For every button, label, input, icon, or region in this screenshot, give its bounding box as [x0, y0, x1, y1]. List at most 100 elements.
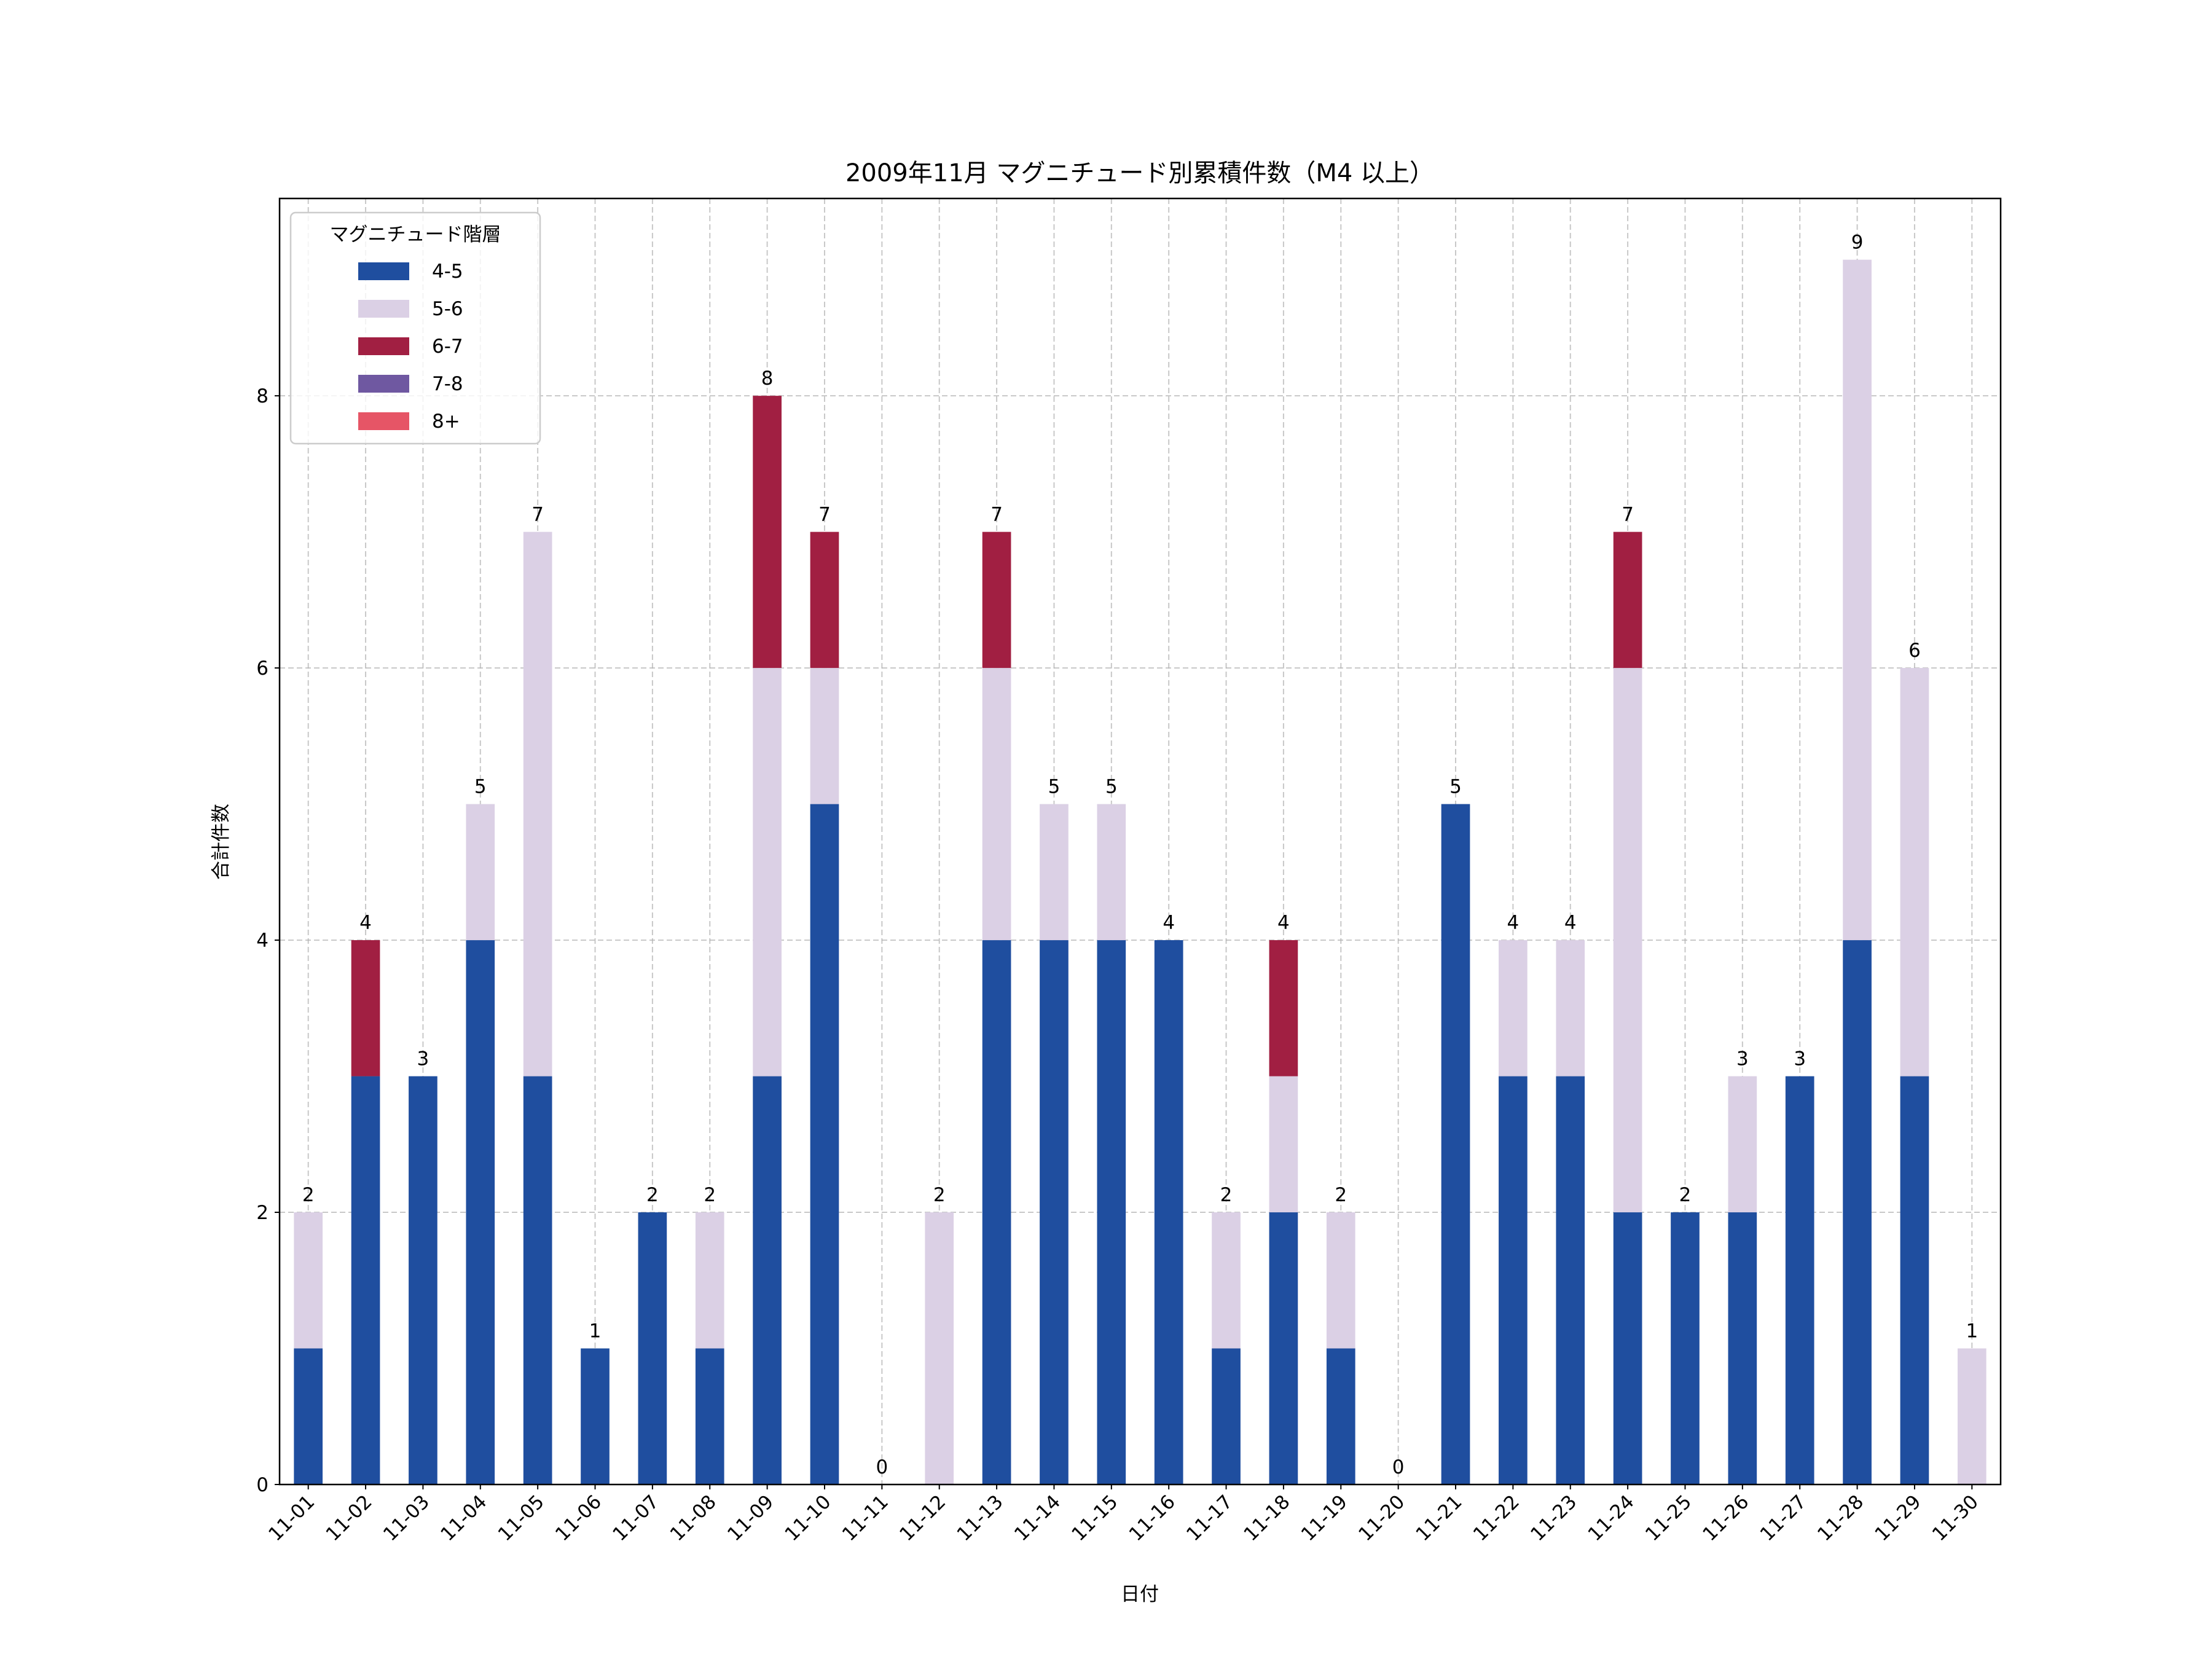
x-axis-label: 日付 — [1121, 1583, 1159, 1606]
bar-segment-5-6 — [695, 1212, 724, 1349]
total-label: 6 — [1908, 640, 1921, 662]
y-tick-label: 6 — [256, 657, 269, 680]
bar-segment-5-6 — [1843, 259, 1872, 941]
bar-segment-4-5 — [1212, 1348, 1241, 1484]
bar-segment-5-6 — [1326, 1212, 1355, 1349]
y-tick-label: 2 — [256, 1202, 269, 1224]
bar-segment-5-6 — [925, 1212, 954, 1484]
bar-segment-4-5 — [753, 1076, 782, 1484]
total-label: 4 — [1564, 912, 1577, 934]
total-label: 2 — [1335, 1184, 1347, 1206]
chart-title: 2009年11月 マグニチュード別累積件数（M4 以上） — [845, 159, 1434, 187]
legend-title: マグニチュード階層 — [330, 224, 501, 246]
bar-segment-4-5 — [1843, 940, 1872, 1484]
bar-segment-4-5 — [1499, 1076, 1528, 1484]
bar-segment-4-5 — [1326, 1348, 1355, 1484]
axes-frame — [278, 197, 2002, 1486]
bar-segment-5-6 — [753, 668, 782, 1077]
y-tick-label: 4 — [256, 930, 269, 952]
bar-segment-5-6 — [1728, 1076, 1757, 1213]
total-label: 2 — [1220, 1184, 1233, 1206]
bar-segment-4-5 — [695, 1348, 724, 1484]
bar-segment-6-7 — [982, 531, 1011, 669]
bar-segment-5-6 — [1269, 1076, 1298, 1213]
total-label: 7 — [1622, 504, 1634, 526]
total-label: 4 — [1163, 912, 1175, 934]
total-label: 1 — [1966, 1320, 1978, 1343]
bar-segment-4-5 — [1900, 1076, 1929, 1484]
total-label: 2 — [704, 1184, 716, 1206]
bar-segment-4-5 — [466, 940, 495, 1484]
bar-segment-6-7 — [1613, 531, 1642, 669]
total-label: 3 — [1794, 1048, 1806, 1070]
legend-label: 5-6 — [432, 298, 463, 320]
legend-swatch-8+ — [358, 412, 409, 430]
bar-segment-5-6 — [1040, 804, 1069, 941]
bar-segment-5-6 — [1900, 668, 1929, 1077]
total-label: 0 — [1392, 1456, 1405, 1478]
bar-segment-6-7 — [351, 940, 380, 1077]
total-label: 7 — [818, 504, 831, 526]
bar-segment-5-6 — [523, 531, 552, 1077]
legend-label: 6-7 — [432, 335, 463, 358]
total-label: 5 — [1449, 776, 1462, 798]
bar-segment-5-6 — [1556, 940, 1585, 1077]
total-label: 5 — [1105, 776, 1118, 798]
bar-segment-4-5 — [1613, 1212, 1642, 1484]
legend-swatch-5-6 — [358, 300, 409, 318]
bar-segment-4-5 — [1556, 1076, 1585, 1484]
data-labels: 2 4 3 5 7 1 2 2 8 7 0 2 7 5 5 4 2 4 2 0 5 4 4 7 2 3 3 9 6 1 — [302, 232, 1978, 1478]
bar-segment-4-5 — [294, 1348, 323, 1484]
legend-label: 8+ — [432, 410, 460, 433]
y-tick-label: 8 — [256, 385, 269, 407]
bar-segment-4-5 — [351, 1076, 380, 1484]
total-label: 5 — [474, 776, 487, 798]
bar-segment-6-7 — [753, 396, 782, 669]
bar-segment-4-5 — [581, 1348, 610, 1484]
bar-segment-5-6 — [1097, 804, 1126, 941]
legend: マグニチュード階層 4-5 5-6 6-7 7-8 8+ — [289, 211, 541, 445]
y-tick-label: 0 — [256, 1474, 269, 1496]
total-label: 4 — [1507, 912, 1520, 934]
y-axis-label: 合計件数 — [210, 804, 232, 880]
total-label: 5 — [1048, 776, 1061, 798]
bar-segment-5-6 — [466, 804, 495, 941]
bars — [294, 259, 1986, 1484]
bar-segment-5-6 — [294, 1212, 323, 1349]
bar-segment-4-5 — [1728, 1212, 1757, 1484]
legend-label: 4-5 — [432, 261, 463, 283]
bar-segment-4-5 — [1441, 804, 1470, 1484]
bar-segment-4-5 — [409, 1076, 437, 1484]
total-label: 2 — [1679, 1184, 1692, 1206]
total-label: 4 — [1277, 912, 1290, 934]
legend-label: 7-8 — [432, 373, 463, 395]
total-label: 3 — [417, 1048, 429, 1070]
bar-segment-4-5 — [1671, 1212, 1700, 1484]
total-label: 2 — [646, 1184, 659, 1206]
bar-segment-4-5 — [982, 940, 1011, 1484]
legend-box — [289, 211, 541, 445]
bar-segment-5-6 — [1613, 668, 1642, 1213]
bar-segment-4-5 — [638, 1212, 667, 1484]
bar-segment-4-5 — [1154, 940, 1183, 1484]
bar-segment-4-5 — [1097, 940, 1126, 1484]
bar-segment-6-7 — [1269, 940, 1298, 1077]
total-label: 1 — [589, 1320, 602, 1343]
total-label: 7 — [531, 504, 544, 526]
legend-swatch-4-5 — [358, 262, 409, 280]
legend-swatch-7-8 — [358, 375, 409, 393]
bar-segment-6-7 — [810, 531, 839, 669]
bar-segment-5-6 — [1499, 940, 1528, 1077]
bar-segment-4-5 — [1269, 1212, 1298, 1484]
bar-segment-4-5 — [810, 804, 839, 1484]
bar-segment-4-5 — [1785, 1076, 1814, 1484]
total-label: 9 — [1851, 232, 1864, 254]
total-label: 2 — [933, 1184, 946, 1206]
bar-segment-5-6 — [982, 668, 1011, 941]
total-label: 4 — [359, 912, 372, 934]
legend-swatch-6-7 — [358, 337, 409, 355]
total-label: 7 — [990, 504, 1003, 526]
bar-segment-4-5 — [523, 1076, 552, 1484]
total-label: 8 — [761, 367, 774, 390]
